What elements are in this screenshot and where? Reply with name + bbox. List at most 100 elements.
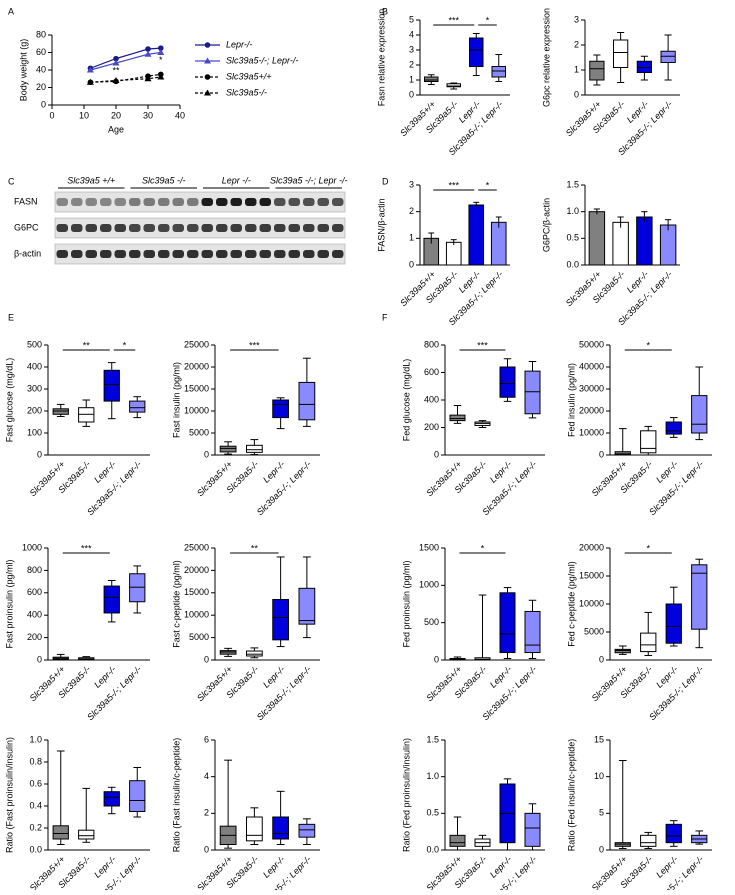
box — [691, 395, 708, 434]
y-tick-label: 0 — [37, 654, 42, 664]
y-tick-label: 0.2 — [29, 822, 42, 832]
blot-band — [245, 250, 257, 258]
y-tick-label: 10000 — [579, 598, 604, 608]
y-tick-label: 2 — [409, 59, 414, 69]
blot-band — [245, 224, 257, 232]
blot-group-label: Lepr -/- — [222, 175, 251, 185]
box — [103, 585, 120, 614]
significance-label: * — [481, 543, 485, 553]
box — [52, 408, 69, 415]
y-axis-label: Fed insulin (pg/ml) — [566, 363, 576, 437]
blot-strip — [54, 191, 346, 213]
significance-label: * — [123, 340, 127, 350]
y-tick-label: 0 — [37, 449, 42, 459]
box — [246, 650, 263, 657]
y-tick-label: 600 — [424, 367, 439, 377]
y-axis-label: Fast glucose (mg/dL) — [4, 358, 14, 443]
bar — [588, 211, 606, 266]
blot-band — [216, 224, 228, 232]
blot-band — [158, 224, 170, 232]
y-tick-label: 10 — [594, 771, 604, 781]
box — [524, 610, 541, 654]
marker — [86, 78, 94, 85]
box — [424, 76, 439, 82]
y-tick-label: 0 — [599, 449, 604, 459]
y-tick-label: 20000 — [579, 405, 604, 415]
y-tick-label: 1.5 — [566, 179, 579, 189]
blot-band — [129, 198, 141, 206]
y-axis-label: G6PC/β-actin — [541, 198, 551, 252]
y-tick-label: 1000 — [22, 542, 42, 552]
y-tick-label: 15000 — [579, 570, 604, 580]
series-line — [90, 47, 161, 69]
box — [614, 648, 631, 654]
y-tick-label: 5 — [599, 808, 604, 818]
blot-band — [230, 250, 242, 258]
y-tick-label: 1500 — [419, 542, 439, 552]
box — [499, 366, 516, 398]
y-tick-label: 30000 — [579, 383, 604, 393]
box — [78, 407, 95, 423]
blot-band — [172, 250, 184, 258]
y-axis-label: FASN/β-actin — [376, 198, 386, 251]
box — [589, 60, 605, 81]
box — [298, 381, 316, 421]
bar — [445, 241, 462, 266]
y-tick-label: 3 — [409, 44, 414, 54]
significance-label: *** — [81, 543, 92, 553]
blot-row-label: β-actin — [14, 248, 41, 258]
x-tick-label: 0 — [49, 110, 54, 120]
box — [103, 791, 120, 807]
y-tick-label: 10000 — [184, 405, 209, 415]
significance-label: * — [486, 15, 490, 25]
y-tick-label: 5000 — [189, 427, 209, 437]
blot-band — [71, 198, 83, 206]
y-tick-label: 1 — [409, 233, 414, 243]
y-tick-label: 0.8 — [29, 756, 42, 766]
bar — [659, 224, 677, 266]
y-axis-label: G6pc relative expression — [541, 8, 551, 107]
y-tick-label: 3 — [574, 14, 579, 24]
box — [491, 66, 506, 78]
blot-band — [317, 250, 329, 258]
box — [524, 812, 541, 847]
box — [129, 400, 146, 413]
panel-label: A — [8, 6, 14, 16]
blot-band — [100, 250, 112, 258]
box — [636, 60, 652, 73]
y-tick-label: 0 — [574, 89, 579, 99]
y-tick-label: 15000 — [184, 587, 209, 597]
blot-band — [259, 250, 271, 258]
y-tick-label: 500 — [424, 617, 439, 627]
y-tick-label: 15 — [594, 734, 604, 744]
marker — [145, 46, 151, 52]
series-line — [90, 76, 161, 83]
blot-band — [85, 224, 97, 232]
y-axis-label: Fast insulin (pg/ml) — [171, 362, 181, 438]
marker — [144, 50, 152, 57]
blot-strip — [54, 243, 346, 265]
y-tick-label: 800 — [424, 339, 439, 349]
y-tick-label: 80 — [36, 29, 46, 39]
box — [614, 451, 631, 456]
blot-band — [216, 250, 228, 258]
blot-group-label: Slc39a5 +/+ — [67, 175, 115, 185]
significance-label: *** — [477, 340, 488, 350]
y-tick-label: 0 — [434, 449, 439, 459]
y-axis-label: Ratio (Fast proinsulin/insulin) — [4, 737, 14, 853]
y-tick-label: 1000 — [419, 580, 439, 590]
blot-band — [187, 250, 199, 258]
blot-band — [158, 198, 170, 206]
panel-label: E — [8, 312, 14, 322]
blot-band — [288, 224, 300, 232]
y-axis-label: Fed glucose (mg/dL) — [401, 359, 411, 442]
y-tick-label: 0.5 — [426, 808, 439, 818]
y-tick-label: 20 — [36, 82, 46, 92]
blot-band — [114, 198, 126, 206]
box — [665, 603, 682, 644]
blot-row-label: G6PC — [14, 222, 39, 232]
y-tick-label: 1.0 — [29, 734, 42, 744]
y-tick-label: 20000 — [184, 565, 209, 575]
box — [446, 83, 461, 88]
